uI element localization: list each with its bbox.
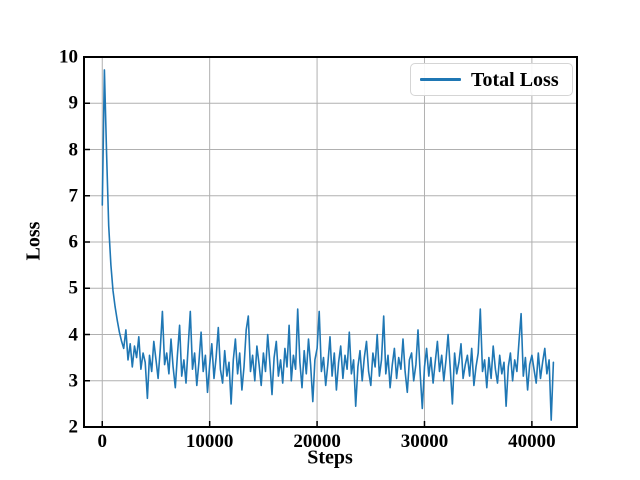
x-tick-label: 0	[97, 431, 108, 452]
y-tick-label: 4	[68, 324, 79, 345]
legend-label: Total Loss	[471, 68, 559, 91]
y-tick-label: 3	[68, 370, 79, 392]
y-tick-label: 7	[68, 185, 79, 207]
y-tick-label: 8	[68, 139, 79, 160]
y-tick-label: 2	[68, 416, 79, 438]
axes-spines	[83, 56, 578, 428]
legend: Total Loss	[410, 63, 573, 96]
y-axis-label: Loss	[22, 221, 45, 261]
loss-line	[101, 69, 555, 421]
x-tick-label: 40000	[508, 431, 556, 452]
y-tick-label: 6	[68, 231, 79, 253]
x-axis-label: Steps	[307, 446, 353, 469]
x-tick-label: 30000	[400, 431, 449, 452]
x-tick-label: 20000	[293, 431, 341, 452]
legend-line-swatch	[420, 78, 461, 81]
x-tick-label: 10000	[185, 431, 234, 452]
y-tick-label: 10	[59, 46, 78, 68]
y-tick-label: 5	[68, 277, 79, 299]
y-tick-label: 9	[68, 92, 79, 114]
